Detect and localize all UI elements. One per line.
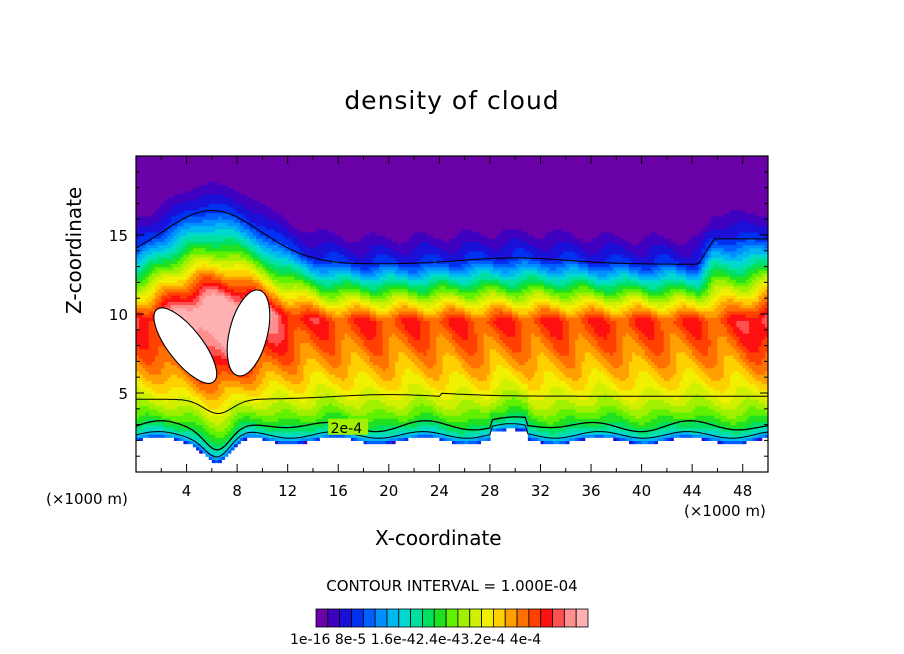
x-axis-label: X-coordinate — [375, 526, 502, 550]
colorbar-swatch — [339, 608, 352, 628]
colorbar-swatch — [481, 608, 494, 628]
x-tick-label: 20 — [379, 482, 398, 500]
colorbar — [315, 608, 589, 628]
colorbar-swatch — [575, 608, 589, 628]
colorbar-swatch — [457, 608, 471, 628]
colorbar-swatch — [563, 608, 577, 628]
x-unit-label: (×1000 m) — [46, 490, 128, 508]
colorbar-swatch — [528, 608, 542, 628]
x-tick-label: 24 — [430, 482, 449, 500]
colorbar-swatch — [398, 608, 412, 628]
x-tick-label: 4 — [182, 482, 192, 500]
colorbar-swatch — [351, 608, 364, 628]
contour-label: 2e-4 — [331, 421, 363, 437]
x-tick-label: 12 — [278, 482, 297, 500]
x-tick-label: 28 — [480, 482, 499, 500]
colorbar-swatch — [374, 608, 388, 628]
colorbar-swatch — [315, 608, 329, 628]
density-field — [136, 156, 768, 472]
y-tick-label: 5 — [118, 385, 128, 403]
x-tick-label: 48 — [733, 482, 752, 500]
colorbar-swatch — [410, 608, 423, 628]
colorbar-swatch — [433, 608, 447, 628]
colorbar-swatch — [327, 608, 341, 628]
y-axis-label: Z-coordinate — [62, 186, 86, 314]
y-axis: 5 10 15 — [109, 171, 768, 457]
y-tick-label: 10 — [109, 306, 128, 324]
x-tick-label: 8 — [232, 482, 242, 500]
colorbar-swatch — [540, 608, 553, 628]
contour-lines: 2e-4 — [136, 209, 768, 458]
colorbar-swatch — [386, 608, 400, 628]
colorbar-swatch — [362, 608, 376, 628]
x-tick-label: 36 — [581, 482, 600, 500]
contour-interval-text: CONTOUR INTERVAL = 1.000E-04 — [326, 577, 578, 595]
colorbar-swatch — [492, 608, 506, 628]
colorbar-swatch — [445, 608, 459, 628]
x-tick-label: 40 — [632, 482, 651, 500]
colorbar-labels: 1e-16 8e-5 1.6e-42.4e-43.2e-4 4e-4 — [290, 632, 542, 648]
x-tick-label: 44 — [683, 482, 702, 500]
colorbar-swatch — [552, 608, 565, 628]
x-tick-label: 32 — [531, 482, 550, 500]
y-tick-label: 15 — [109, 227, 128, 245]
colorbar-swatch — [422, 608, 435, 628]
chart-title: density of cloud — [344, 86, 560, 115]
x-tick-label: 16 — [329, 482, 348, 500]
colorbar-swatch — [516, 608, 530, 628]
colorbar-swatch — [469, 608, 482, 628]
colorbar-swatch — [504, 608, 518, 628]
x-axis: 4 8 12 16 20 24 28 32 36 40 44 48 — [160, 156, 752, 500]
x-unit-label-right: (×1000 m) — [684, 502, 766, 520]
